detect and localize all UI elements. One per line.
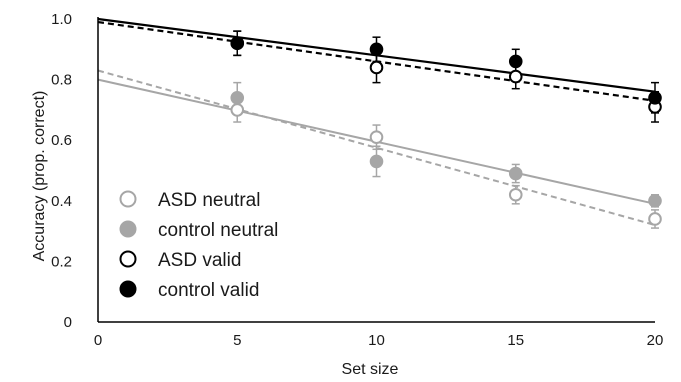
data-point-control-neutral [648,194,662,208]
legend-item-asd-neutral: ASD neutral [119,190,260,211]
legend-marker [119,250,137,268]
legend-item-control-neutral: control neutral [119,220,278,241]
x-tick-label: 0 [94,332,102,349]
axes [97,17,655,323]
data-points [230,36,662,226]
data-point-control-valid [230,36,245,51]
x-tick-label: 15 [507,332,524,349]
x-tick-label: 20 [647,332,664,349]
x-tick-label: 5 [233,332,241,349]
error-bars [233,30,659,229]
x-tick-label: 10 [368,332,385,349]
x-tick-labels: 0 5 10 15 20 [94,332,664,349]
legend-marker [119,220,137,238]
legend-label: control neutral [158,220,278,241]
y-tick-label: 0 [64,314,72,331]
data-point-control-neutral [369,154,384,169]
legend-item-asd-valid: ASD valid [119,250,241,271]
data-point-asd-neutral [369,130,384,144]
y-tick-label: 0.8 [51,72,72,89]
data-point-asd-neutral [648,212,662,226]
x-axis-title: Set size [342,361,399,378]
legend-label: ASD neutral [158,190,260,211]
legend-label: ASD valid [158,250,241,271]
data-point-control-valid [369,42,384,57]
data-point-asd-neutral [508,187,523,202]
legend: ASD neutral control neutral ASD valid contr… [119,190,278,301]
legend-marker [119,280,137,298]
y-tick-labels: 0 0.2 0.4 0.6 0.8 1.0 [51,11,72,331]
data-point-control-valid [508,54,523,69]
data-point-control-valid [648,90,662,105]
y-tick-label: 1.0 [51,11,72,28]
legend-label: control valid [158,280,259,301]
data-point-control-neutral [230,90,245,105]
y-tick-label: 0.2 [51,253,72,270]
data-point-asd-valid [369,60,384,75]
legend-item-control-valid: control valid [119,280,259,301]
data-point-control-neutral [508,166,523,181]
data-point-asd-valid [508,69,523,84]
legend-marker [119,190,137,208]
fit-line-asd-neutral [97,69,656,227]
y-tick-label: 0.4 [51,193,72,210]
data-point-asd-neutral [230,103,245,117]
y-axis-title: Accuracy (prop. correct) [31,91,48,262]
y-tick-label: 0.6 [51,132,72,149]
